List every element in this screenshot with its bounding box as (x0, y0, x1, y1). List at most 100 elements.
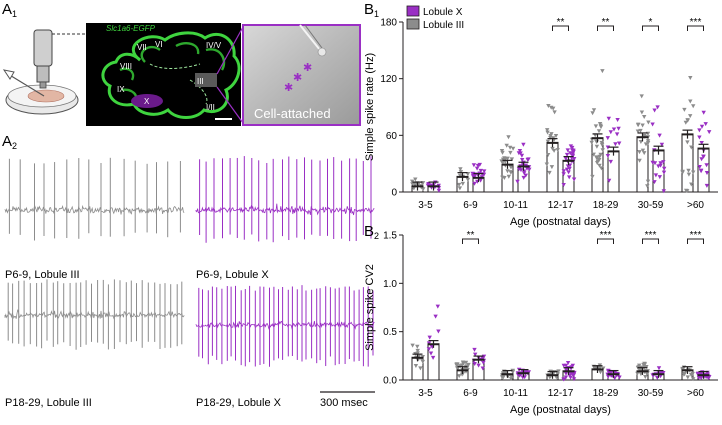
significance-bracket (642, 25, 659, 31)
trace-p1829-lobule-x-baseline (195, 320, 375, 330)
point-lobule-iii (598, 123, 603, 128)
point-lobule-iii (642, 115, 647, 119)
significance-label: *** (645, 230, 657, 241)
significance-bracket (597, 25, 614, 31)
point-lobule-x (701, 154, 706, 159)
point-lobule-x (605, 154, 611, 158)
trace-label-p69-lobule-iii: P6-9, Lobule III (5, 269, 80, 281)
panel-label-a1: A1 (2, 1, 17, 19)
point-lobule-iii (635, 129, 641, 134)
point-lobule-x (707, 130, 712, 135)
point-lobule-iii (505, 169, 510, 174)
point-lobule-x (476, 363, 481, 368)
point-lobule-x (699, 157, 704, 162)
point-lobule-x (474, 166, 480, 171)
point-lobule-iii (499, 375, 505, 380)
lobule-label-x: X (144, 97, 150, 106)
y-axis-label: Simple spike CV2 (364, 264, 376, 351)
x-tick-label: 10-11 (503, 200, 528, 211)
point-lobule-x (617, 141, 622, 146)
point-lobule-x (565, 148, 570, 153)
point-lobule-x (605, 136, 610, 141)
legend: Lobule X Lobule III (406, 5, 464, 31)
point-lobule-iii (595, 161, 600, 165)
point-lobule-iii (594, 144, 600, 149)
significance-bracket (552, 25, 569, 31)
legend-swatch-lobule-x (406, 5, 420, 17)
x-tick-label: 30-59 (638, 388, 664, 399)
point-lobule-x (563, 156, 568, 161)
x-tick-label: 18-29 (593, 200, 619, 211)
point-lobule-iii (590, 174, 595, 179)
point-lobule-x (436, 188, 442, 193)
point-lobule-iii (686, 172, 692, 177)
spike-traces (4, 156, 375, 367)
point-lobule-iii (593, 124, 599, 129)
point-lobule-iii (457, 374, 462, 379)
point-lobule-iii (458, 167, 463, 172)
point-lobule-x (526, 370, 531, 375)
point-lobule-x (650, 122, 655, 127)
point-lobule-iii (688, 99, 693, 104)
point-lobule-iii (646, 120, 651, 125)
point-lobule-x (659, 142, 665, 147)
point-lobule-x (696, 375, 702, 380)
point-lobule-iii (502, 176, 507, 180)
point-lobule-iii (545, 130, 550, 135)
point-lobule-iii (549, 165, 555, 170)
x-tick-label: 30-59 (638, 200, 664, 211)
point-lobule-iii (554, 375, 559, 380)
point-lobule-x (656, 366, 662, 371)
point-lobule-iii (644, 365, 649, 369)
point-lobule-iii (682, 371, 687, 376)
point-lobule-x (704, 183, 710, 188)
cell-marker-3: ✱ (284, 82, 293, 94)
cell-marker-2: ✱ (293, 72, 302, 84)
point-lobule-x (472, 362, 477, 366)
lobule-label-vi: VI (155, 40, 163, 49)
y-tick-label: 180 (380, 18, 397, 29)
significance-bracket (687, 238, 704, 244)
point-lobule-iii (590, 111, 595, 116)
point-lobule-iii (555, 148, 560, 153)
x-tick-label: >60 (687, 200, 704, 211)
point-lobule-x (426, 347, 432, 352)
point-lobule-x (650, 160, 655, 165)
point-lobule-x (701, 110, 706, 115)
panel-label-a2: A2 (2, 133, 17, 151)
chart-spike-cv2: 0.0 0.5 1.0 1.5 Simple spike CV2 Age (postnat… (364, 230, 718, 416)
point-lobule-iii (460, 181, 465, 186)
x-tick-label: 12-17 (548, 200, 574, 211)
significance-label: *** (690, 17, 702, 28)
point-lobule-iii (635, 371, 640, 376)
panel-label-b1: B1 (364, 1, 379, 19)
point-lobule-iii (509, 157, 515, 162)
point-lobule-iii (546, 104, 551, 108)
x-tick-label: 6-9 (463, 200, 478, 211)
trace-p69-lobule-iii-baseline (4, 203, 185, 215)
point-lobule-iii (466, 362, 471, 367)
point-lobule-iii (551, 148, 557, 153)
point-lobule-x (661, 170, 667, 175)
point-lobule-x (481, 360, 486, 365)
point-lobule-x (563, 367, 569, 372)
trace-p1829-lobule-iii-baseline (4, 309, 185, 321)
point-lobule-x (704, 163, 709, 168)
point-lobule-x (433, 314, 438, 319)
point-lobule-iii (553, 134, 559, 138)
point-lobule-iii (682, 107, 687, 112)
point-lobule-x (565, 164, 571, 169)
point-lobule-iii (645, 141, 651, 145)
trace-label-p1829-lobule-iii: P18-29, Lobule III (5, 397, 92, 409)
point-lobule-x (605, 145, 611, 150)
point-lobule-x (520, 158, 525, 162)
x-tick-label: 3-5 (418, 388, 433, 399)
point-lobule-x (699, 124, 705, 129)
legend-label-lobule-iii: Lobule III (423, 20, 464, 31)
point-lobule-iii (643, 375, 648, 379)
point-lobule-iii (508, 165, 514, 170)
trace-label-p1829-lobule-x: P18-29, Lobule X (196, 397, 282, 409)
point-lobule-iii (685, 375, 690, 380)
point-lobule-x (614, 132, 620, 137)
